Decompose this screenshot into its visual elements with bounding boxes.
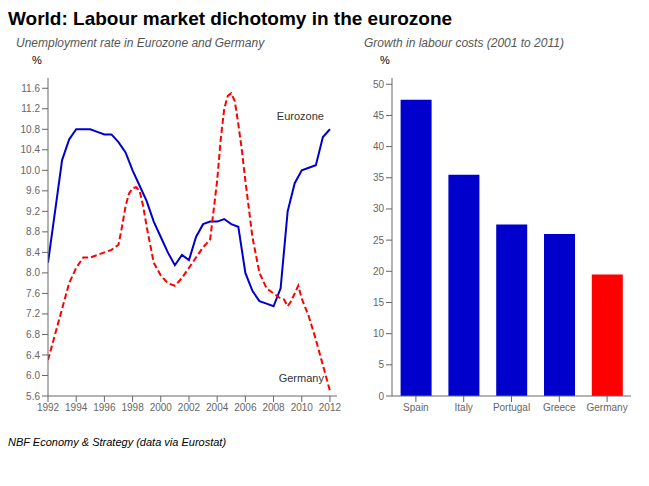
svg-text:9.6: 9.6: [26, 185, 40, 196]
svg-text:2006: 2006: [234, 402, 257, 413]
html-text:World: Labour market dichotomy: World: Labour market dichotomy in the eu…: [8, 8, 453, 29]
svg-text:40: 40: [373, 141, 385, 152]
svg-text:8.4: 8.4: [26, 247, 40, 258]
svg-text:10.0: 10.0: [21, 165, 41, 176]
svg-text:2004: 2004: [206, 402, 229, 413]
svg-text:8.0: 8.0: [26, 267, 40, 278]
svg-text:10.8: 10.8: [21, 124, 41, 135]
svg-text:8.8: 8.8: [26, 226, 40, 237]
svg-text:Germany: Germany: [279, 372, 325, 384]
svg-text:2000: 2000: [150, 402, 173, 413]
svg-text:Italy: Italy: [455, 402, 473, 413]
svg-text:2012: 2012: [319, 402, 342, 413]
svg-text:30: 30: [373, 203, 385, 214]
svg-text:45: 45: [373, 110, 385, 121]
svg-text:35: 35: [373, 172, 385, 183]
svg-text:7.2: 7.2: [26, 308, 40, 319]
svg-text:9.2: 9.2: [26, 206, 40, 217]
svg-text:2008: 2008: [262, 402, 285, 413]
svg-text:6.0: 6.0: [26, 370, 40, 381]
svg-text:15: 15: [373, 297, 385, 308]
svg-text:1994: 1994: [65, 402, 88, 413]
svg-text:50: 50: [373, 79, 385, 90]
svg-text:2010: 2010: [291, 402, 314, 413]
html-text:Growth in labour costs (2001 t: Growth in labour costs (2001 to 2011): [364, 36, 564, 50]
html-text:Unemployment rate in Eurozone: Unemployment rate in Eurozone and German…: [16, 36, 265, 50]
svg-text:11.6: 11.6: [21, 83, 40, 94]
svg-text:10.4: 10.4: [21, 144, 41, 155]
svg-text:20: 20: [373, 266, 385, 277]
svg-text:1992: 1992: [37, 402, 60, 413]
svg-text:Greece: Greece: [543, 402, 576, 413]
svg-text:1998: 1998: [121, 402, 144, 413]
html-text:NBF Economy & Strategy (data v: NBF Economy & Strategy (data via Eurosta…: [8, 436, 227, 448]
svg-text:10: 10: [373, 328, 385, 339]
svg-text:1996: 1996: [93, 402, 116, 413]
svg-text:Spain: Spain: [403, 402, 429, 413]
svg-text:6.4: 6.4: [26, 350, 40, 361]
svg-text:11.2: 11.2: [21, 103, 40, 114]
svg-text:Portugal: Portugal: [493, 402, 530, 413]
svg-text:7.6: 7.6: [26, 288, 40, 299]
svg-text:6.8: 6.8: [26, 329, 40, 340]
svg-text:2002: 2002: [178, 402, 201, 413]
svg-text:25: 25: [373, 235, 385, 246]
svg-text:5: 5: [378, 359, 384, 370]
svg-text:Germany: Germany: [587, 402, 628, 413]
svg-text:5.6: 5.6: [26, 391, 40, 402]
svg-text:Eurozone: Eurozone: [277, 110, 324, 122]
svg-text:0: 0: [378, 391, 384, 402]
